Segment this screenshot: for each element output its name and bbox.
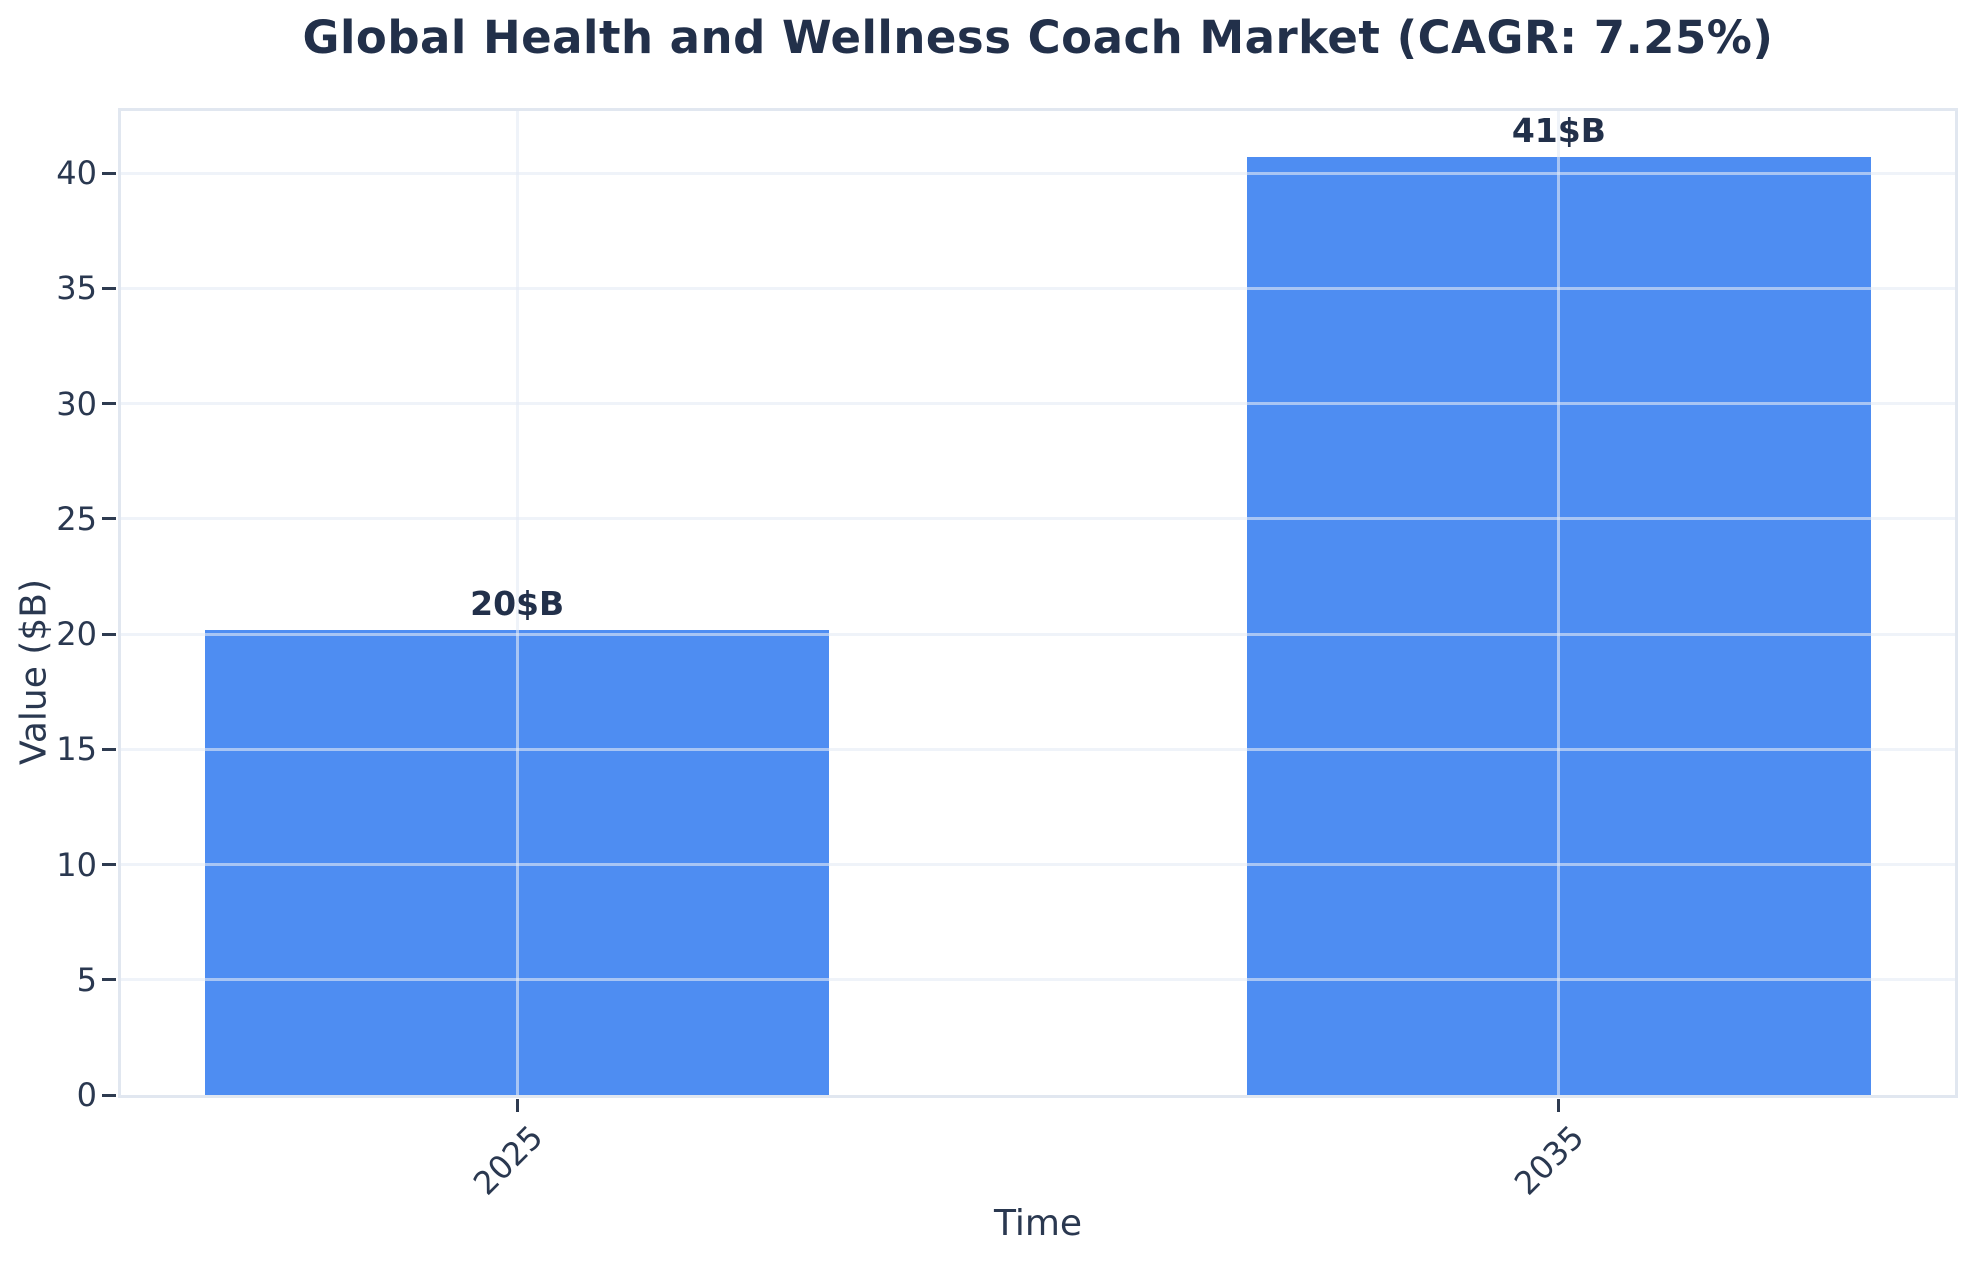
x-tick-mark xyxy=(1557,1099,1561,1112)
gridline-y-25 xyxy=(121,517,1955,521)
gridline-y-35 xyxy=(121,286,1955,290)
x-tick-label-2035: 2035 xyxy=(1507,1118,1592,1203)
y-tick-mark xyxy=(102,286,116,290)
bar-value-label-2025: 20$B xyxy=(470,583,565,623)
y-tick-mark xyxy=(102,632,116,636)
y-tick-label: 25 xyxy=(56,499,97,538)
y-tick-mark xyxy=(102,517,116,521)
y-tick-label: 35 xyxy=(56,269,97,308)
gridline-y-5 xyxy=(121,978,1955,982)
y-tick-mark xyxy=(102,747,116,751)
gridline-y-10 xyxy=(121,863,1955,867)
y-tick-label: 40 xyxy=(56,154,97,193)
x-axis-label: Time xyxy=(993,1203,1083,1244)
y-tick-label: 20 xyxy=(56,615,97,654)
y-tick-label: 15 xyxy=(56,730,97,769)
y-tick-label: 5 xyxy=(76,960,97,999)
y-tick-label: 0 xyxy=(76,1076,97,1114)
gridline-x-2035 xyxy=(1557,111,1561,1095)
gridline-y-30 xyxy=(121,402,1955,406)
y-tick-mark xyxy=(102,171,116,175)
chart-title: Global Health and Wellness Coach Market … xyxy=(302,11,1774,64)
gridline-y-20 xyxy=(121,632,1955,636)
y-tick-mark xyxy=(102,978,116,982)
gridline-y-40 xyxy=(121,171,1955,175)
bar-value-label-2035: 41$B xyxy=(1511,111,1606,151)
x-tick-label-2025: 2025 xyxy=(465,1118,551,1203)
y-tick-mark xyxy=(102,863,116,867)
plot-area xyxy=(118,108,1958,1098)
y-tick-label: 30 xyxy=(56,384,97,423)
x-tick-mark xyxy=(515,1099,519,1112)
gridline-x-2025 xyxy=(515,111,519,1095)
gridline-y-15 xyxy=(121,747,1955,751)
y-tick-mark xyxy=(102,1093,116,1097)
y-tick-label: 10 xyxy=(56,845,97,884)
y-tick-mark xyxy=(102,402,116,406)
